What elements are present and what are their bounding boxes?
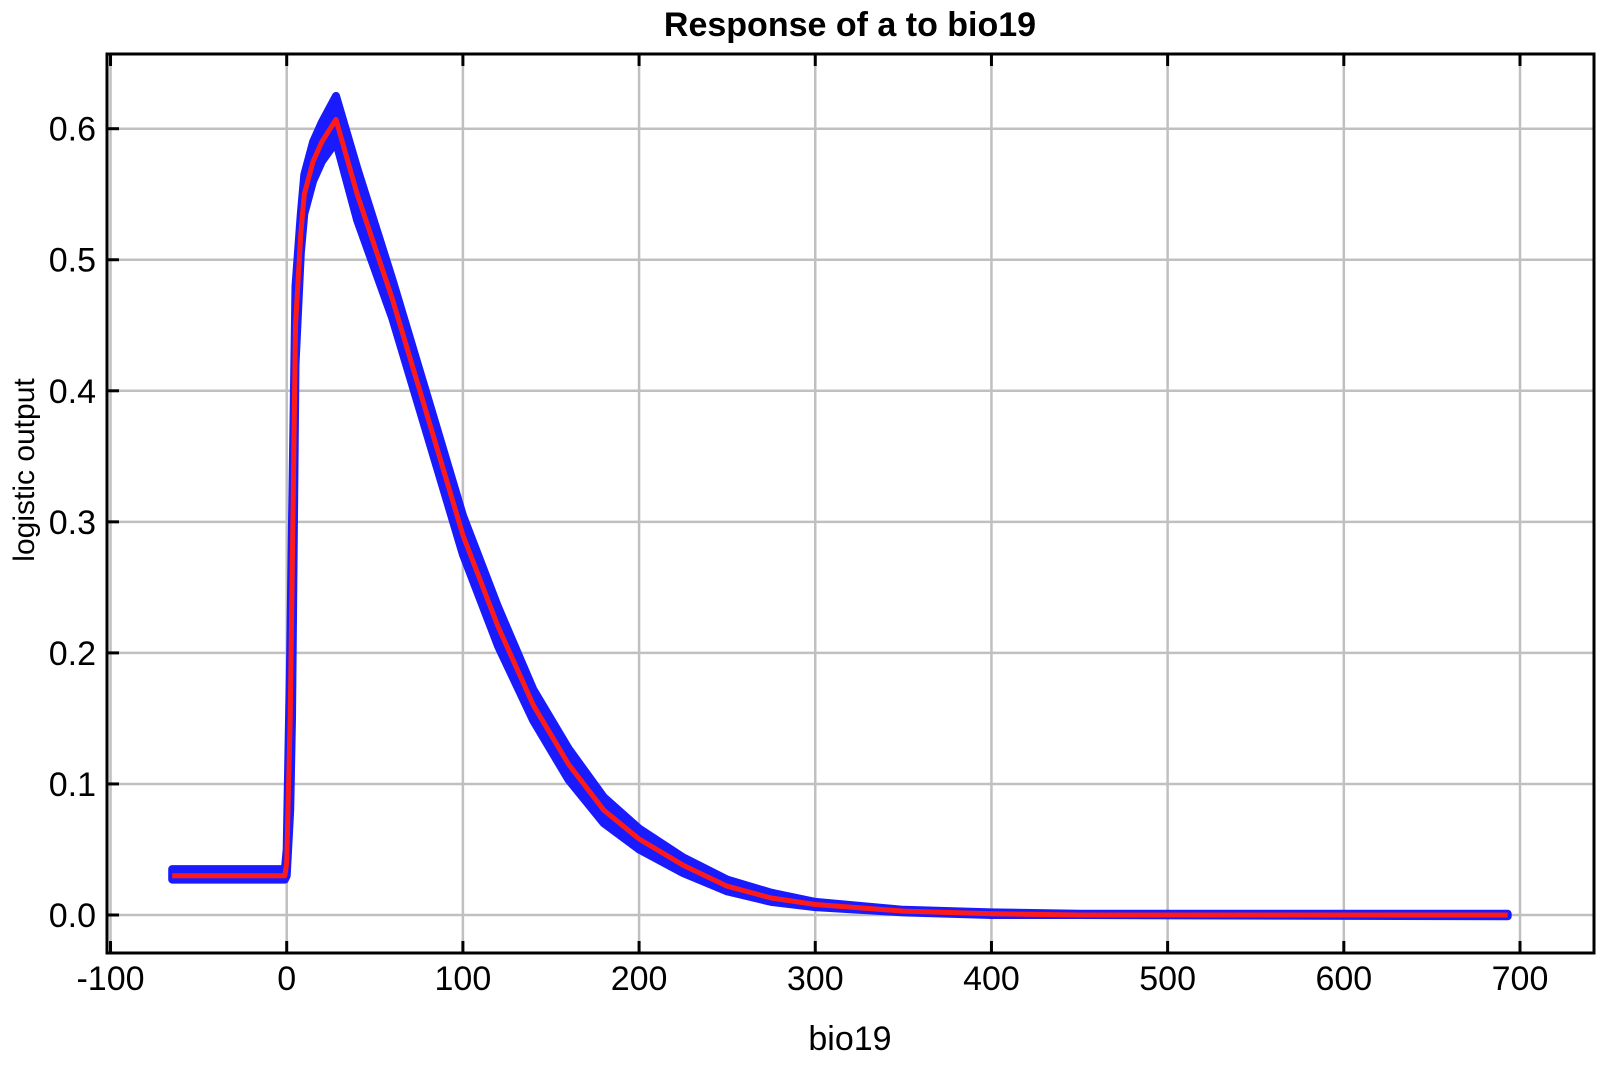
y-tick-label: 0.2 [49,635,96,673]
y-tick-label: 0.6 [49,111,96,149]
x-axis-label: bio19 [808,1020,891,1058]
y-tick-label: 0.5 [49,242,96,280]
x-tick-label: -100 [76,960,144,998]
mean-path [172,117,1508,918]
y-axis-label: logistic output [8,378,41,562]
plot-frame [105,52,1596,955]
spread-band [168,91,1512,921]
grid [107,54,1594,953]
chart-title: Response of a to bio19 [664,6,1036,44]
y-tick-label: 0.0 [49,897,96,935]
spread-area [168,91,1512,921]
x-tick-label: 100 [435,960,492,998]
x-tick-label: 600 [1315,960,1372,998]
y-tick-label: 0.3 [49,504,96,542]
y-tick-label: 0.4 [49,373,96,411]
y-tick-label: 0.1 [49,766,96,804]
x-tick-label: 300 [787,960,844,998]
y-axis: 0.0 0.1 0.2 0.3 0.4 0.5 0.6 [49,111,119,935]
x-tick-label: 200 [611,960,668,998]
x-tick-label: 0 [277,960,296,998]
x-axis: -100 0 100 200 300 400 500 600 700 [76,54,1548,998]
x-tick-label: 400 [963,960,1020,998]
mean-line [172,117,1508,918]
x-tick-label: 500 [1139,960,1196,998]
x-tick-label: 700 [1492,960,1549,998]
